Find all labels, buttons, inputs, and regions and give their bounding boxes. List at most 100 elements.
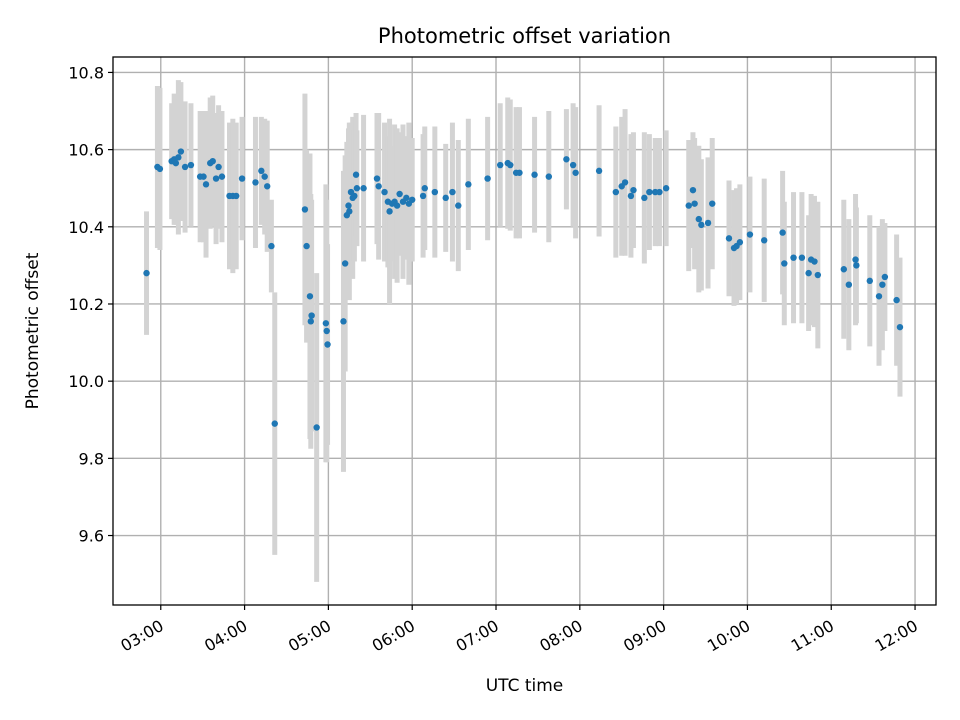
data-point <box>403 194 410 202</box>
x-axis-label: UTC time <box>486 676 564 696</box>
data-point <box>531 171 538 178</box>
data-point <box>736 239 744 246</box>
data-point <box>496 161 504 169</box>
data-point <box>419 192 427 200</box>
data-point <box>805 269 812 277</box>
data-point <box>641 194 648 202</box>
data-point <box>258 167 265 175</box>
data-point <box>845 281 853 288</box>
data-point <box>215 163 222 171</box>
data-point <box>308 312 315 319</box>
y-tick-label: 10.0 <box>68 372 104 391</box>
data-point <box>781 260 788 267</box>
data-point <box>175 154 182 161</box>
data-point <box>209 157 216 165</box>
data-point <box>630 186 637 194</box>
data-point <box>323 327 330 335</box>
data-point <box>595 167 603 175</box>
data-point <box>212 175 220 182</box>
plot-frame <box>112 56 937 606</box>
data-point <box>143 269 150 277</box>
data-point <box>662 185 670 192</box>
y-tick-label: 10.6 <box>68 141 104 160</box>
y-axis: 9.6 9.8 10.0 10.2 10.4 10.6 10.8 <box>68 63 113 546</box>
data-point <box>200 173 207 180</box>
data-point <box>346 208 353 215</box>
data-point <box>202 181 210 188</box>
data-point <box>431 188 439 196</box>
data-point <box>516 169 523 176</box>
data-point <box>187 161 195 169</box>
y-axis-label: Photometric offset <box>23 252 43 409</box>
data-point <box>268 242 275 250</box>
data-point <box>612 188 620 196</box>
data-point <box>569 161 577 169</box>
data-point <box>381 188 388 196</box>
data-point <box>779 229 786 236</box>
data-point <box>421 185 428 192</box>
data-point <box>408 196 416 203</box>
data-point <box>563 156 570 163</box>
data-point <box>449 188 456 196</box>
data-point <box>691 200 698 207</box>
data-point <box>306 293 314 300</box>
data-point <box>238 175 246 182</box>
data-point <box>271 420 278 427</box>
data-point <box>181 163 189 171</box>
chart-title: Photometric offset variation <box>378 24 671 48</box>
data-point <box>373 175 381 182</box>
data-point <box>345 202 352 209</box>
data-point <box>218 173 226 180</box>
data-point <box>301 206 309 213</box>
data-point <box>232 192 240 200</box>
data-point <box>313 424 320 431</box>
data-point <box>261 173 268 180</box>
data-point <box>725 235 733 242</box>
data-point <box>455 202 462 209</box>
data-point <box>811 258 818 265</box>
data-point <box>465 181 472 188</box>
data-point <box>709 200 716 207</box>
data-point <box>156 165 164 173</box>
data-point <box>866 277 873 285</box>
data-point <box>442 194 449 202</box>
data-point <box>760 237 768 244</box>
data-point <box>656 188 663 196</box>
data-point <box>386 208 393 215</box>
data-point <box>698 221 705 229</box>
data-point <box>627 192 635 200</box>
data-point <box>879 281 886 288</box>
data-point <box>853 262 860 269</box>
data-point <box>341 260 349 267</box>
data-point <box>646 188 653 196</box>
data-point <box>352 171 360 178</box>
data-point <box>393 202 401 209</box>
data-point <box>875 293 883 300</box>
data-point <box>545 173 553 180</box>
grid <box>113 57 936 605</box>
data-point <box>689 186 697 194</box>
data-point <box>252 179 259 186</box>
data-point <box>852 256 859 263</box>
data-point <box>322 320 330 327</box>
data-point <box>172 159 180 167</box>
y-tick-label: 9.8 <box>79 449 104 468</box>
y-tick-label: 9.6 <box>79 527 104 546</box>
data-point <box>307 318 314 325</box>
data-point <box>264 183 271 190</box>
data-point <box>881 273 889 281</box>
y-tick-label: 10.2 <box>68 295 104 314</box>
data-point <box>896 323 904 331</box>
data-point <box>396 190 403 198</box>
data-point <box>351 192 358 200</box>
data-point <box>360 185 367 192</box>
data-point <box>340 318 347 325</box>
data-point <box>685 202 692 209</box>
data-points <box>143 148 904 431</box>
data-point <box>572 169 579 176</box>
data-point <box>177 148 185 155</box>
data-point <box>840 266 848 273</box>
data-point <box>353 185 361 192</box>
data-point <box>790 254 797 261</box>
data-point <box>621 179 629 186</box>
